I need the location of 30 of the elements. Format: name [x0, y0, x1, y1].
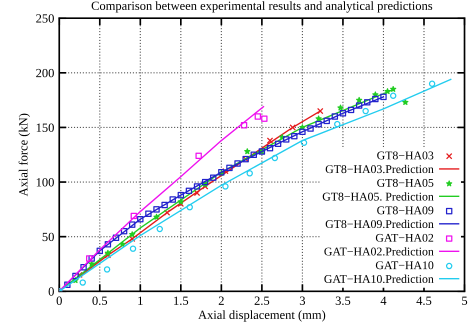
- x-tick-label: 2.5: [254, 296, 270, 305]
- legend-label: GT8−HA03.Prediction: [326, 164, 434, 174]
- x-tick-label: 3: [300, 296, 306, 305]
- y-axis-title: Axial force (kN): [18, 114, 30, 196]
- y-tick-label: 200: [36, 68, 54, 78]
- x-tick-label: 4.5: [416, 296, 432, 305]
- chart-title: Comparison between experimental results and analytical predictions: [92, 1, 432, 13]
- legend-label: GT8−HA09.Prediction: [326, 220, 434, 228]
- legend-label: GAT−HA02: [376, 234, 434, 242]
- legend-label: GAT−HA10: [376, 261, 434, 270]
- legend-label: GT8−HA09: [377, 206, 434, 214]
- legend-label: GT8−HA05: [377, 178, 434, 187]
- x-tick-label: 0.5: [92, 296, 108, 305]
- x-tick-label: 4: [380, 296, 386, 305]
- legend-label: GT8−HA05. Prediction: [322, 192, 434, 201]
- x-tick-label: 2: [218, 296, 224, 305]
- y-tick-label: 100: [36, 178, 54, 187]
- x-tick-label: 0: [56, 296, 62, 305]
- x-tick-label: 1.5: [174, 296, 188, 305]
- legend-label: GAT−HA10.Prediction: [324, 274, 434, 284]
- legend-label: GAT−HA02.Prediction: [324, 247, 434, 256]
- legend-label: GT8−HA03: [377, 151, 434, 160]
- x-axis-title: Axial displacement (mm): [198, 310, 326, 322]
- y-tick-label: 50: [42, 232, 54, 242]
- x-tick-label: 5: [462, 296, 468, 305]
- x-tick-label: 3.5: [336, 296, 350, 305]
- y-tick-label: 150: [36, 123, 54, 132]
- x-tick-label: 1: [138, 296, 143, 305]
- y-tick-label: 250: [36, 14, 54, 23]
- y-tick-label: 0: [48, 287, 54, 296]
